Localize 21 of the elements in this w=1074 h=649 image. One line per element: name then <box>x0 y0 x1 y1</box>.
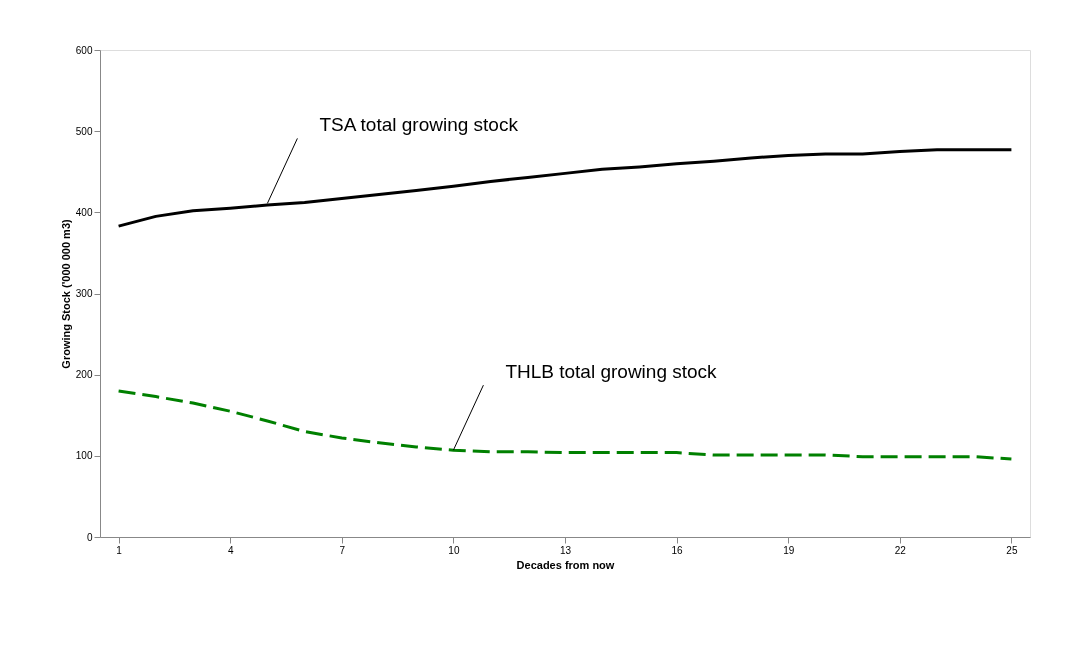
y-tick-label: 600 <box>75 44 93 56</box>
y-tick-label: 0 <box>86 531 93 543</box>
y-tick-label: 100 <box>75 450 93 462</box>
x-axis-title: Decades from now <box>516 558 615 571</box>
x-tick-label: 19 <box>783 544 795 556</box>
y-tick-label: 300 <box>75 288 93 299</box>
x-tick-label: 4 <box>227 544 234 556</box>
x-tick-label: 25 <box>1006 544 1018 556</box>
x-tick-label: 22 <box>894 544 907 556</box>
x-tick-label: 13 <box>559 544 572 556</box>
y-tick-label: 200 <box>75 369 93 381</box>
x-tick-label: 10 <box>448 544 460 556</box>
y-tick-label: 500 <box>75 125 93 137</box>
y-tick-label: 400 <box>75 206 93 218</box>
annotation: TSA total growing stock <box>319 114 519 136</box>
y-axis-title: Growing Stock ('000 000 m3) <box>59 219 72 369</box>
x-tick-label: 1 <box>116 544 123 556</box>
line-series <box>117 389 1013 461</box>
x-tick-label: 7 <box>339 544 346 556</box>
annotation: THLB total growing stock <box>505 361 718 383</box>
x-tick-label: 16 <box>671 544 684 556</box>
